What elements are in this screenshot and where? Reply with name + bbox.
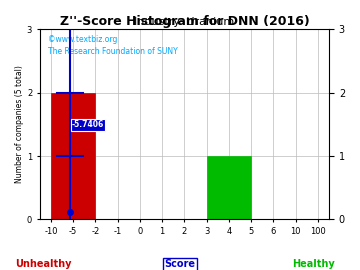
Text: ©www.textbiz.org
The Research Foundation of SUNY: ©www.textbiz.org The Research Foundation… [49,35,178,56]
Text: Healthy: Healthy [292,259,334,269]
Y-axis label: Number of companies (5 total): Number of companies (5 total) [15,65,24,183]
Text: Unhealthy: Unhealthy [15,259,71,269]
Text: Score: Score [165,259,195,269]
Bar [51,93,95,220]
Title: Z''-Score Histogram for DNN (2016): Z''-Score Histogram for DNN (2016) [59,15,309,28]
Text: Industry: Uranium: Industry: Uranium [134,17,234,27]
Bar [207,156,251,220]
Text: -5.7406: -5.7406 [72,120,104,130]
